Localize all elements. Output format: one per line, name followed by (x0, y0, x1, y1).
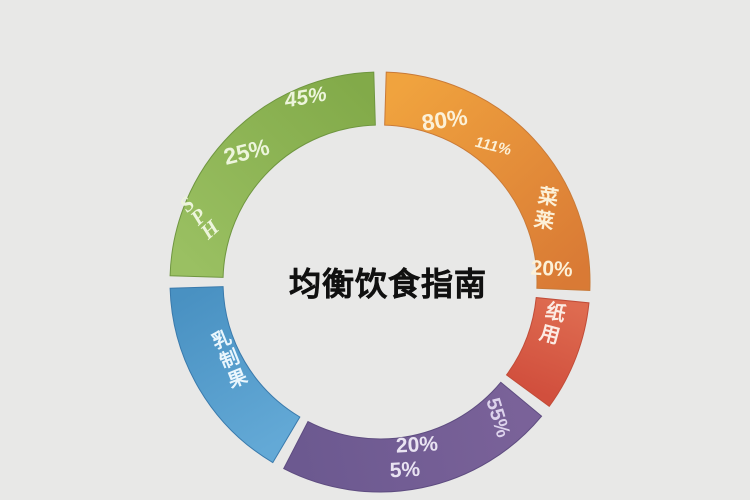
svg-text:20%: 20% (395, 432, 439, 457)
svg-text:5%: 5% (389, 458, 421, 483)
